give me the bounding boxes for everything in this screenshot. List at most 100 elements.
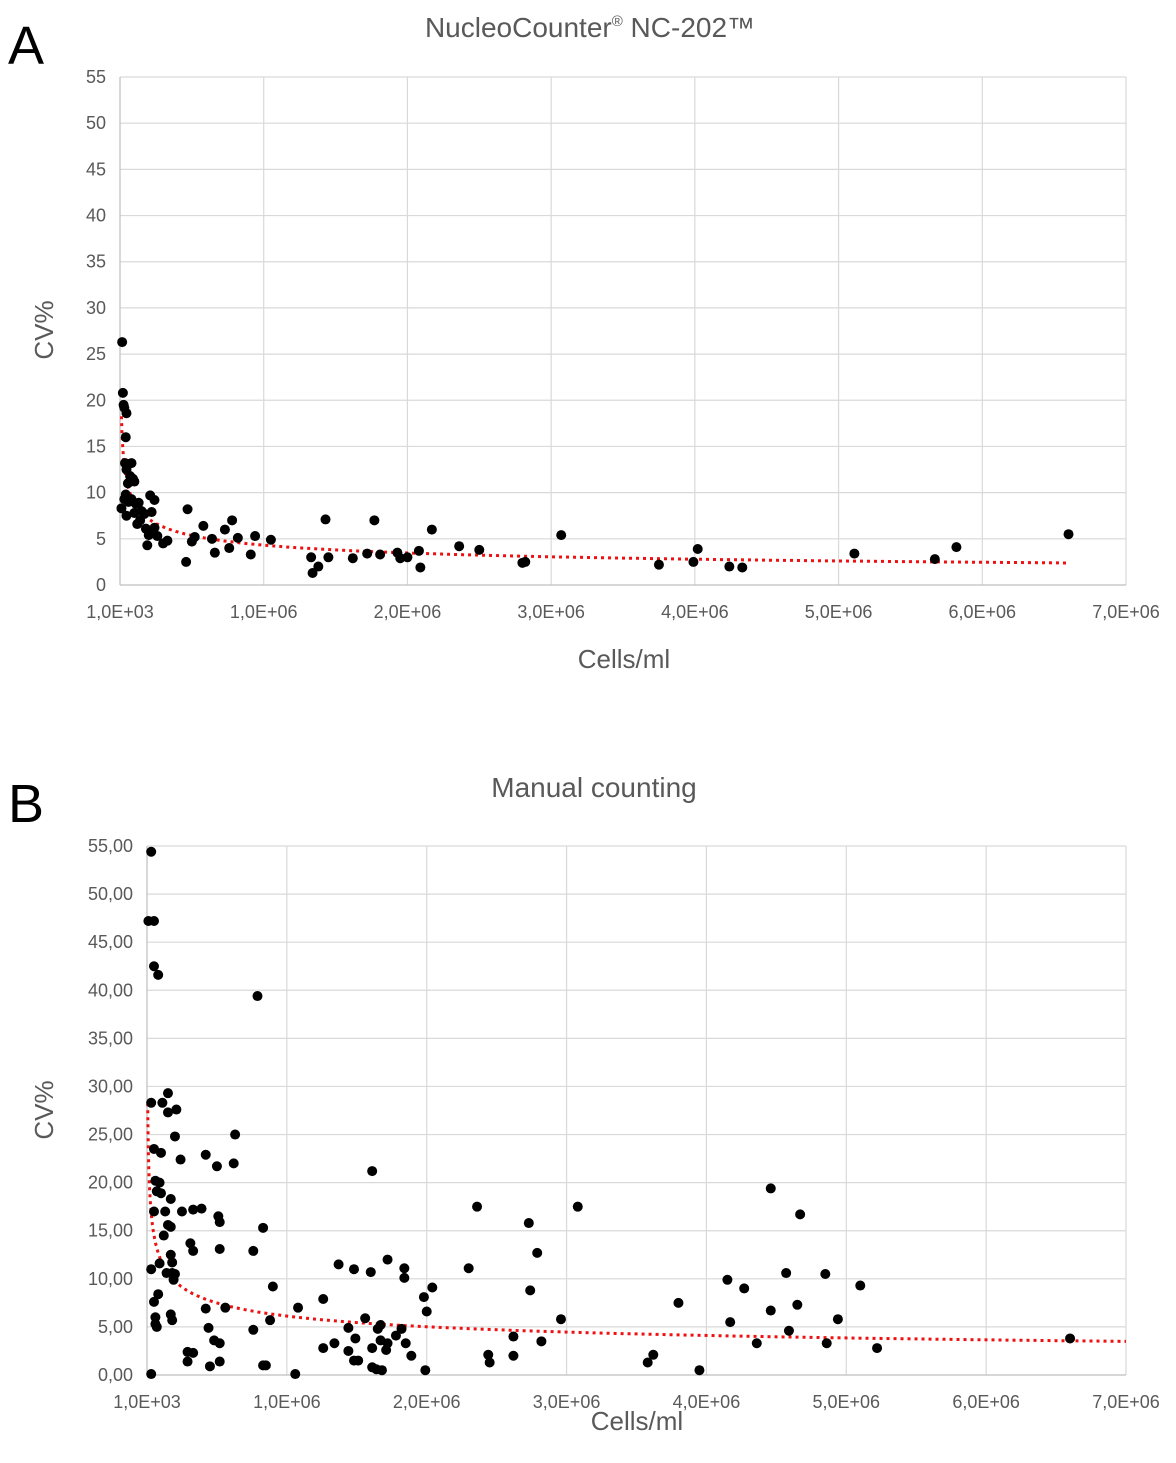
- data-point: [219, 524, 230, 535]
- data-point: [642, 1357, 653, 1368]
- data-point: [694, 1365, 705, 1376]
- data-point: [929, 554, 940, 565]
- x-axis-label-b: Cells/ml: [591, 1406, 683, 1436]
- data-point: [132, 519, 143, 530]
- data-point: [781, 1268, 792, 1279]
- axes-b: [146, 846, 1126, 1376]
- x-tick-label: 4,0E+06: [661, 602, 729, 622]
- y-tick-label: 45,00: [88, 932, 133, 952]
- data-points-a: [116, 337, 1074, 578]
- data-point: [167, 1257, 178, 1268]
- data-point: [148, 1206, 159, 1217]
- data-point: [148, 1296, 159, 1307]
- data-point: [454, 541, 465, 552]
- data-point: [148, 916, 159, 927]
- tick-labels-a: 1,0E+03 1,0E+06 2,0E+06 3,0E+06 4,0E+06 5,0E+…: [86, 67, 1160, 622]
- y-tick-label: 25,00: [88, 1125, 133, 1145]
- x-tick-label: 5,0E+06: [813, 1392, 881, 1412]
- data-point: [152, 531, 163, 542]
- data-point: [250, 531, 261, 542]
- data-point: [165, 1221, 176, 1232]
- data-point: [306, 552, 317, 563]
- data-point: [832, 1314, 843, 1325]
- x-tick-label: 7,0E+06: [1092, 602, 1160, 622]
- data-point: [120, 432, 131, 443]
- data-point: [400, 1338, 411, 1349]
- data-point: [248, 1324, 259, 1335]
- chart-panel-a: A NucleoCounter® NC-202™ 1,0E+03 1,0E+06 2…: [8, 12, 1160, 674]
- data-point: [165, 1193, 176, 1204]
- data-point: [849, 548, 860, 559]
- data-point: [154, 1177, 165, 1188]
- data-point: [329, 1338, 340, 1349]
- y-tick-label: 25: [86, 344, 106, 364]
- y-tick-label: 30: [86, 298, 106, 318]
- data-point: [146, 1097, 157, 1108]
- data-point: [367, 1343, 378, 1354]
- data-point: [463, 1263, 474, 1274]
- data-point: [122, 478, 133, 489]
- data-point: [323, 552, 334, 563]
- data-point: [151, 1321, 162, 1332]
- data-point: [375, 549, 386, 560]
- data-point: [343, 1345, 354, 1356]
- data-point: [265, 534, 276, 545]
- data-point: [154, 1258, 165, 1269]
- data-point: [402, 552, 413, 563]
- x-tick-label: 4,0E+06: [673, 1392, 741, 1412]
- data-point: [146, 846, 157, 857]
- x-tick-label: 7,0E+06: [1092, 1392, 1160, 1412]
- data-point: [483, 1349, 494, 1360]
- y-tick-label: 0,00: [98, 1365, 133, 1385]
- data-point: [399, 1263, 410, 1274]
- data-point: [556, 530, 567, 541]
- data-point: [232, 532, 243, 543]
- x-tick-label: 2,0E+06: [393, 1392, 461, 1412]
- tick-labels-b: 1,0E+03 1,0E+06 2,0E+06 3,0E+06 4,0E+06 5,0E+…: [88, 836, 1160, 1412]
- data-point: [375, 1319, 386, 1330]
- y-tick-label: 50: [86, 113, 106, 133]
- y-tick-label: 20,00: [88, 1173, 133, 1193]
- data-point: [365, 1267, 376, 1278]
- data-point: [185, 1238, 196, 1249]
- y-tick-label: 5,00: [98, 1317, 133, 1337]
- data-point: [214, 1244, 225, 1255]
- data-point: [204, 1361, 215, 1372]
- data-point: [484, 1357, 495, 1368]
- data-point: [142, 540, 153, 551]
- chart-panel-b: B Manual counting 1,0E+03 1,0E+06 2,0E+06 3…: [8, 772, 1160, 1436]
- data-point: [413, 545, 424, 556]
- data-point: [390, 1330, 401, 1341]
- data-point: [224, 543, 235, 554]
- x-tick-label: 1,0E+06: [253, 1392, 321, 1412]
- y-tick-label: 45: [86, 159, 106, 179]
- data-point: [532, 1247, 543, 1258]
- y-tick-label: 5: [96, 529, 106, 549]
- data-point: [472, 1201, 483, 1212]
- data-point: [220, 1302, 231, 1313]
- x-tick-label: 1,0E+03: [113, 1392, 181, 1412]
- data-point: [765, 1183, 776, 1194]
- chart-title-a: NucleoCounter® NC-202™: [425, 12, 755, 43]
- data-point: [200, 1149, 211, 1160]
- data-point: [214, 1217, 225, 1228]
- data-point: [121, 408, 132, 419]
- data-point: [347, 553, 358, 564]
- data-point: [162, 535, 173, 546]
- data-point: [820, 1269, 831, 1280]
- data-point: [725, 1317, 736, 1328]
- data-point: [146, 507, 157, 518]
- data-point: [307, 567, 318, 578]
- data-point: [783, 1325, 794, 1336]
- data-point: [508, 1331, 519, 1342]
- data-point: [724, 561, 735, 572]
- data-point: [260, 1360, 271, 1371]
- data-point: [133, 497, 144, 508]
- y-tick-label: 0: [96, 575, 106, 595]
- data-point: [146, 1369, 157, 1380]
- y-tick-label: 40: [86, 206, 106, 226]
- panel-label-a: A: [8, 16, 44, 76]
- data-point: [176, 1206, 187, 1217]
- data-point: [168, 1274, 179, 1285]
- data-point: [737, 562, 748, 573]
